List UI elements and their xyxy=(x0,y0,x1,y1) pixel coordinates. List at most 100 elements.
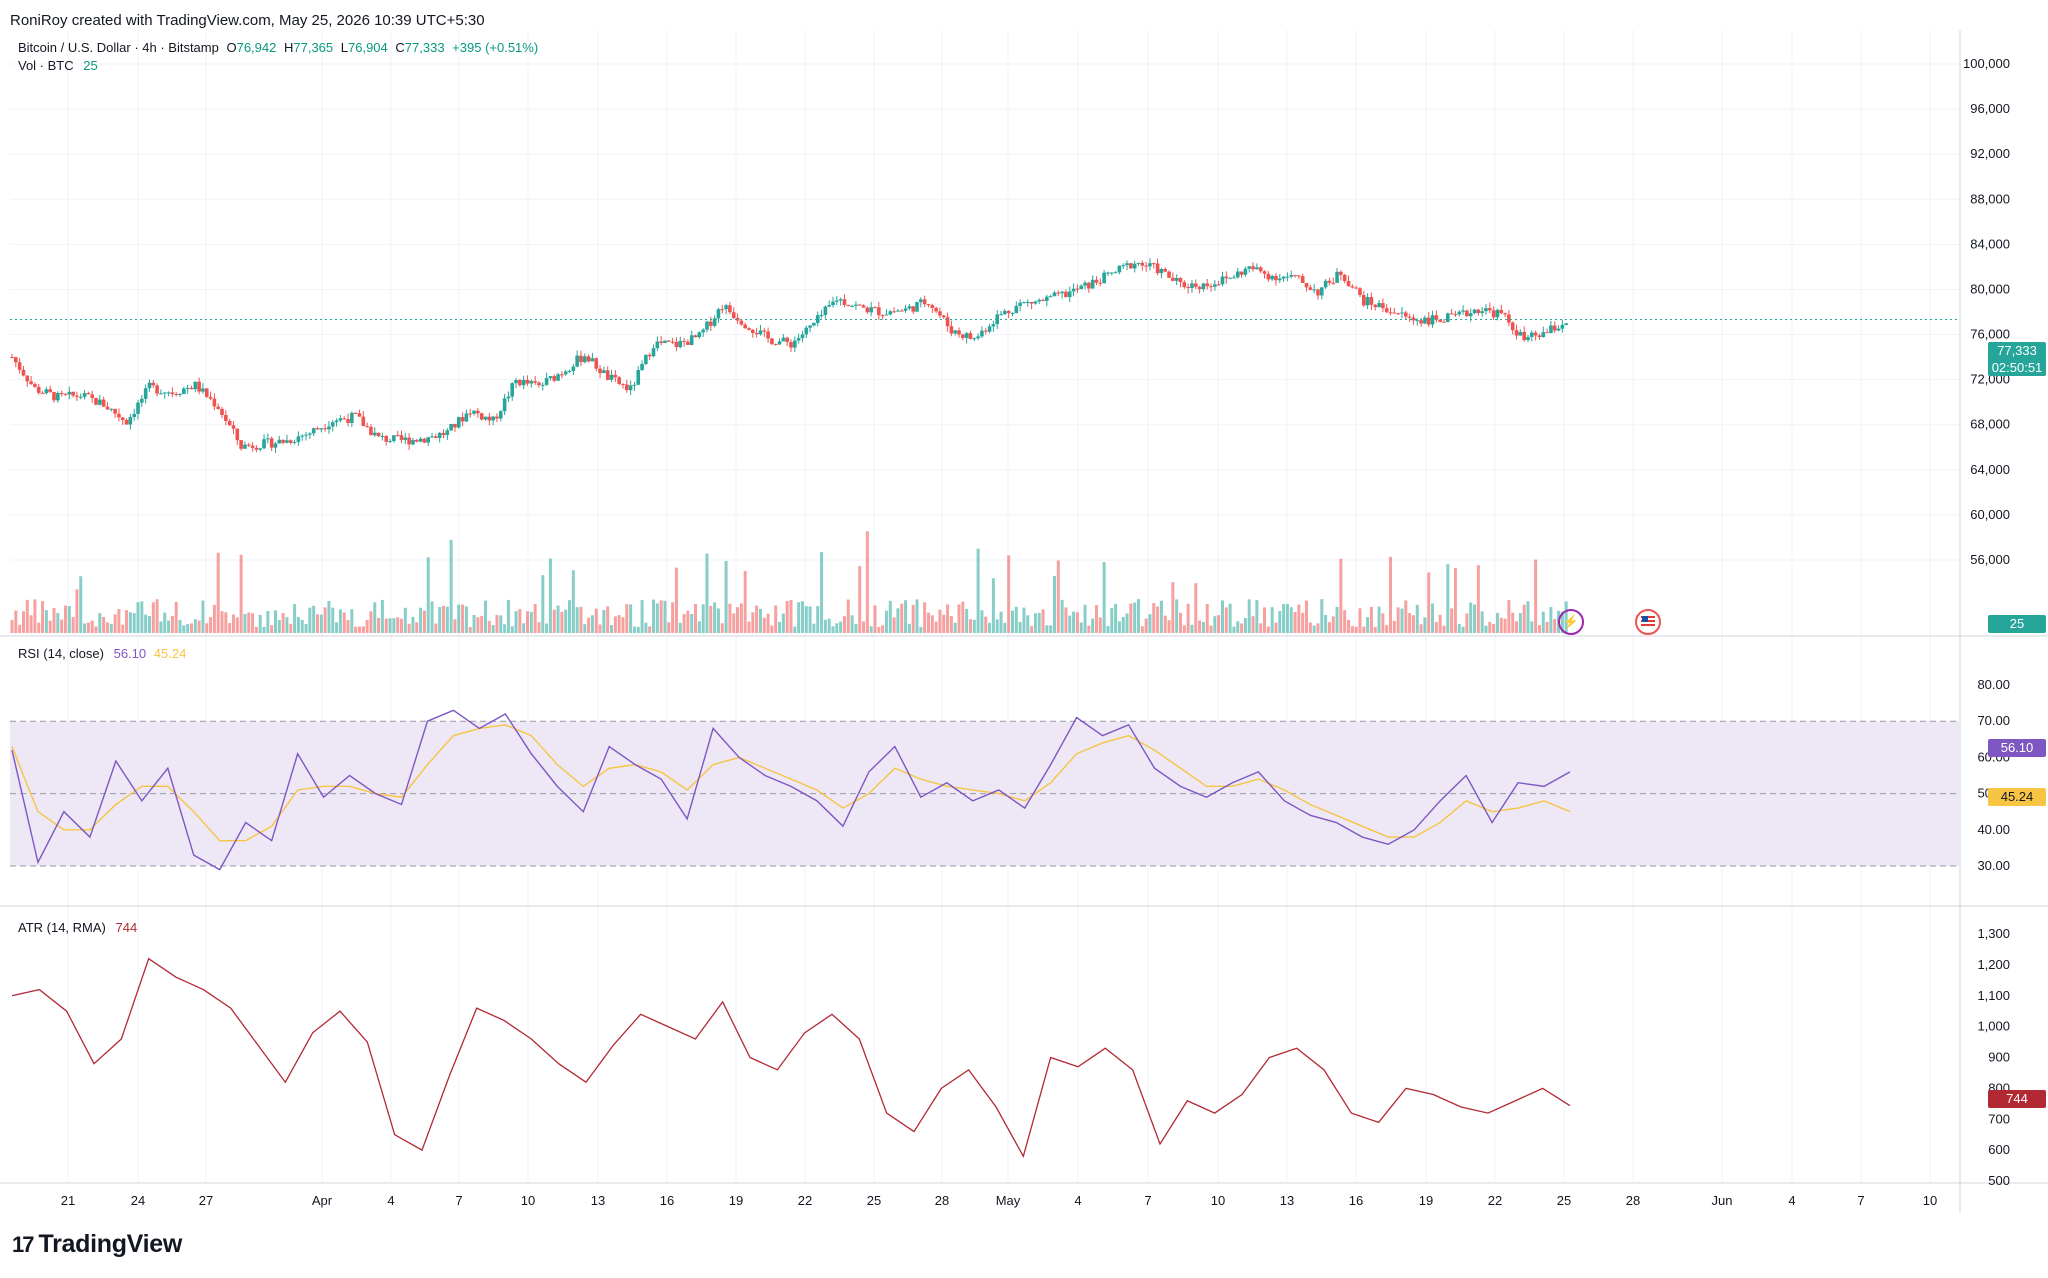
volume-bar xyxy=(186,624,190,633)
candle-body xyxy=(162,392,167,394)
candle-body xyxy=(1209,286,1213,288)
time-tick: 24 xyxy=(131,1193,145,1208)
candle-body xyxy=(437,432,442,438)
volume-bar xyxy=(541,575,545,633)
volume-bar xyxy=(1503,618,1507,633)
atr-tick: 500 xyxy=(1988,1173,2010,1188)
candle-body xyxy=(1048,296,1053,298)
volume-bar xyxy=(724,560,728,633)
candle-body xyxy=(594,358,599,369)
volume-bar xyxy=(854,623,858,633)
volume-bar xyxy=(778,621,782,633)
volume-bar xyxy=(946,604,950,633)
candle-body xyxy=(246,444,251,446)
volume-bar xyxy=(613,616,617,633)
candle-body xyxy=(1155,263,1160,274)
candle-body xyxy=(823,306,828,316)
volume-bar xyxy=(1488,621,1492,633)
candle-body xyxy=(697,332,702,338)
candle-body xyxy=(315,428,320,430)
candle-body xyxy=(1094,279,1099,283)
volume-bar xyxy=(991,578,995,633)
candle-body xyxy=(693,335,698,338)
candle-body xyxy=(334,420,339,423)
candle-body xyxy=(827,305,831,307)
candle-body xyxy=(1358,288,1362,296)
candle-body xyxy=(1270,275,1274,280)
volume-bar xyxy=(357,626,361,633)
volume-bar xyxy=(869,626,873,633)
volume-bar xyxy=(1404,600,1408,633)
volume-bar xyxy=(147,616,151,633)
volume-bar xyxy=(1434,622,1438,633)
volume-bar xyxy=(1537,625,1541,633)
candle-body xyxy=(392,435,396,441)
volume-bar xyxy=(335,622,339,633)
volume-bar xyxy=(766,613,770,633)
volume-bar xyxy=(678,622,682,633)
lightning-icon[interactable]: ⚡ xyxy=(1558,609,1584,635)
candle-body xyxy=(602,370,606,374)
candle-body xyxy=(498,411,503,419)
candle-body xyxy=(949,326,954,334)
volume-bar xyxy=(1450,608,1454,633)
volume-bar xyxy=(21,611,25,633)
volume-bar xyxy=(1347,619,1351,633)
volume-bar xyxy=(193,619,197,633)
volume-bar xyxy=(984,616,988,633)
candle-body xyxy=(1239,271,1244,275)
volume-bar xyxy=(1511,612,1515,633)
volume-bar xyxy=(1282,604,1286,633)
volume-legend: Vol · BTC 25 xyxy=(18,58,98,73)
candle-body xyxy=(67,391,72,395)
volume-bar xyxy=(1320,599,1324,633)
volume-bar xyxy=(1316,623,1320,633)
volume-bar xyxy=(1052,575,1056,633)
volume-bar xyxy=(1121,616,1125,633)
candle-body xyxy=(567,370,572,372)
volume-bar xyxy=(732,613,736,633)
candle-body xyxy=(751,329,755,333)
time-tick: 22 xyxy=(1488,1193,1502,1208)
candle-body xyxy=(1533,332,1538,336)
candle-body xyxy=(838,299,843,301)
us-flag-icon[interactable] xyxy=(1635,609,1661,635)
candle-body xyxy=(1423,317,1427,324)
volume-bar xyxy=(1068,615,1072,633)
volume-bar xyxy=(694,604,698,633)
volume-bar xyxy=(1198,620,1202,633)
candle-body xyxy=(758,330,763,335)
volume-bar xyxy=(716,608,720,633)
candle-body xyxy=(877,307,881,316)
candle-body xyxy=(1102,272,1106,284)
candle-body xyxy=(1235,271,1240,278)
candle-body xyxy=(1541,332,1546,337)
volume-bar xyxy=(862,621,866,633)
candle-body xyxy=(789,342,793,348)
rsi-legend: RSI (14, close) 56.10 45.24 xyxy=(18,646,186,661)
candle-body xyxy=(1003,310,1007,315)
candle-body xyxy=(911,306,915,312)
candle-body xyxy=(422,438,427,443)
candle-body xyxy=(71,391,75,396)
candle-body xyxy=(548,376,553,379)
candle-body xyxy=(1113,272,1118,274)
volume-bar xyxy=(327,600,331,633)
volume-bar xyxy=(491,625,495,633)
candle-body xyxy=(1468,313,1473,317)
volume-bar xyxy=(728,603,732,633)
candle-body xyxy=(1449,313,1454,315)
rsi-ma-value: 45.24 xyxy=(153,646,187,661)
candle-body xyxy=(1159,268,1164,274)
volume-bar xyxy=(1083,604,1087,633)
volume-bar xyxy=(999,611,1003,633)
candle-body xyxy=(254,447,259,450)
candle-body xyxy=(777,341,782,345)
volume-bar xyxy=(690,613,694,633)
volume-bar xyxy=(1201,621,1205,633)
volume-bar xyxy=(923,602,927,633)
tradingview-logo[interactable]: 17 TradingView xyxy=(12,1230,182,1259)
candle-body xyxy=(506,396,511,399)
volume-bar xyxy=(56,613,60,633)
